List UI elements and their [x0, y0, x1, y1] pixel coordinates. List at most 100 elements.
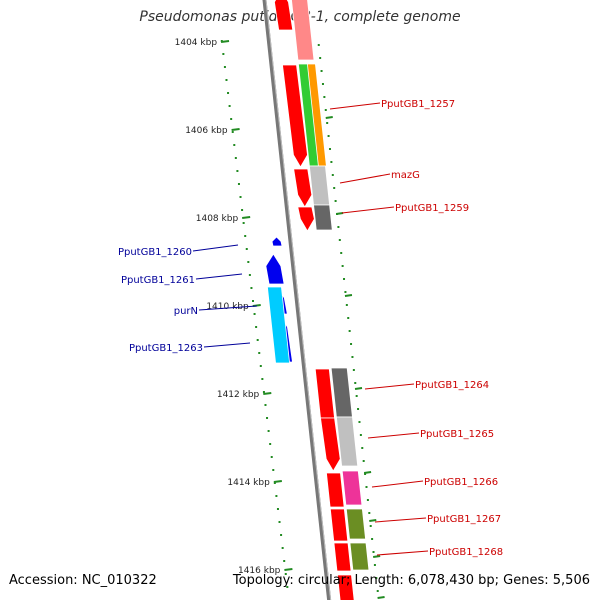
outer-guide-tick: [363, 471, 372, 474]
cog-feature-block: [266, 286, 291, 364]
gene-label: PputGB1_1267: [427, 514, 501, 525]
outer-guide-dot: [333, 187, 336, 189]
gene-label-leader: [374, 517, 427, 523]
cds-forward-arrow: [329, 508, 349, 542]
outer-guide-dot: [365, 486, 368, 488]
outer-guide-tick: [354, 387, 363, 390]
cog-feature-block: [308, 165, 331, 206]
ruler-dot: [258, 352, 261, 354]
gene-label-leader: [364, 383, 415, 390]
outer-guide-dot: [323, 96, 326, 98]
ruler-tick: [231, 128, 240, 131]
cds-forward-arrow: [274, 0, 294, 31]
ruler-dot: [244, 235, 247, 237]
outer-guide-dot: [373, 564, 376, 566]
ruler-dot: [248, 274, 251, 276]
ruler-tick: [220, 40, 230, 43]
outer-guide-dot: [369, 525, 372, 527]
ruler-dot: [276, 508, 279, 510]
ruler-dot: [241, 209, 244, 211]
gene-label: PputGB1_1264: [415, 380, 489, 391]
outer-guide-tick: [344, 294, 353, 297]
genome-summary-text: Topology: circular; Length: 6,078,430 bp…: [232, 573, 590, 588]
outer-guide-dot: [334, 200, 337, 202]
ruler-dot: [261, 378, 264, 380]
cog-feature-block: [313, 204, 333, 231]
ruler-dot: [280, 534, 283, 536]
ruler-dot: [236, 170, 239, 172]
cds-forward-arrow: [314, 368, 335, 419]
ruler-dot: [286, 586, 289, 588]
ruler-dot: [273, 482, 276, 484]
gene-label: purN: [174, 306, 198, 317]
outer-guide-dot: [348, 330, 351, 332]
ruler-dot: [278, 521, 281, 523]
ruler-dot: [231, 131, 234, 133]
outer-guide-dot: [368, 512, 371, 514]
ruler-dot: [234, 157, 237, 159]
ruler-dot: [255, 326, 258, 328]
outer-guide-dot: [344, 291, 347, 293]
outer-guide-dot: [354, 382, 357, 384]
ruler-dot: [222, 53, 225, 55]
outer-guide-dot: [341, 265, 344, 267]
ruler-dot: [270, 456, 273, 458]
ruler-dot: [264, 404, 267, 406]
ruler-dot: [252, 300, 254, 302]
ruler-dot: [230, 118, 233, 120]
ruler-dot: [281, 547, 284, 549]
ruler-dot: [245, 248, 248, 250]
ruler-dot: [250, 287, 253, 289]
outer-guide-tick: [325, 116, 333, 119]
ruler-dot: [269, 443, 272, 445]
cog-feature-block: [306, 63, 327, 167]
outer-guide-dot: [327, 135, 330, 137]
cds-forward-arrow: [320, 417, 341, 472]
ruler-dot: [242, 222, 245, 224]
outer-guide-dot: [350, 343, 353, 345]
outer-guide-dot: [321, 83, 324, 85]
outer-guide-dot: [361, 447, 364, 449]
ruler-dot: [223, 66, 226, 68]
ruler-dot: [267, 430, 270, 432]
gene-label: PputGB1_1261: [121, 275, 195, 286]
cds-forward-arrow: [293, 168, 313, 208]
ruler-dot: [225, 79, 228, 81]
ruler-tick-label: 1406 kbp: [185, 126, 228, 136]
ruler-tick-label: 1408 kbp: [196, 214, 239, 224]
outer-guide-dot: [366, 499, 369, 501]
outer-guide-dot: [330, 161, 333, 163]
ruler-dot: [247, 261, 250, 263]
outer-guide-dot: [362, 460, 365, 462]
outer-guide-dot: [372, 551, 375, 553]
ruler-dot: [237, 183, 240, 185]
outer-guide-dot: [317, 44, 320, 46]
cog-feature-block: [291, 0, 315, 61]
ruler-tick: [273, 480, 282, 483]
ruler-dot: [262, 391, 265, 393]
accession-text: Accession: NC_010322: [9, 573, 157, 588]
outer-guide-dot: [357, 408, 360, 410]
cog-feature-block: [341, 470, 363, 506]
ruler-dot: [272, 469, 275, 471]
outer-guide-dot: [331, 174, 334, 176]
cds-forward-arrow: [333, 542, 352, 572]
gene-label-leader: [339, 173, 391, 184]
ruler-tick-label: 1410 kbp: [206, 302, 249, 312]
ruler-dot: [256, 339, 259, 341]
outer-guide-dot: [347, 317, 350, 319]
outer-guide-dot: [343, 278, 346, 280]
outer-guide-dot: [355, 395, 358, 397]
ruler-dot: [283, 560, 286, 562]
ruler-dot: [253, 313, 256, 315]
ruler-tick-label: 1416 kbp: [238, 566, 281, 576]
outer-guide-tick: [377, 596, 385, 599]
outer-guide-dot: [340, 252, 343, 254]
outer-guide-dot: [351, 356, 354, 358]
outer-guide-dot: [338, 239, 341, 241]
gene-label-leader: [376, 550, 429, 556]
outer-guide-dot: [345, 304, 348, 306]
gene-label-leader: [198, 305, 258, 311]
outer-guide-dot: [352, 369, 355, 371]
